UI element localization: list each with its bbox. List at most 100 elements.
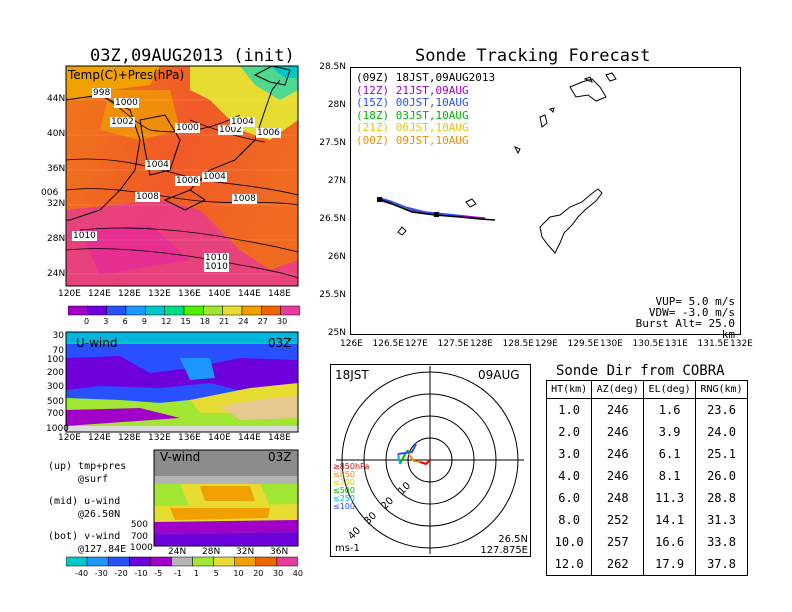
colorbar-label: 21 (219, 317, 230, 326)
hodograph-frame (330, 364, 531, 557)
lon-label: 128E (118, 289, 141, 299)
table-cell: 257 (591, 531, 645, 553)
table-row: 6.0 248 11.3 28.8 (545, 487, 748, 509)
lon-label: 144E (238, 289, 261, 299)
isobar-label: 1010 (72, 231, 97, 241)
colorbar-swatch (261, 305, 281, 316)
colorbar-label: -40 (75, 569, 89, 578)
track-map (377, 72, 617, 254)
ring-label: 10 (396, 480, 413, 497)
table-cell: 28.8 (695, 487, 748, 509)
hodo-units: ms-1 (335, 543, 360, 554)
lon-label: 144E (238, 433, 261, 443)
colorbar-swatch (171, 556, 193, 567)
lon-label: 148E (268, 433, 291, 443)
table-cell: 6.0 (545, 487, 593, 509)
colorbar-label: 12 (161, 317, 172, 326)
isobar-label: 1010 (204, 253, 229, 263)
table-row: 4.0 246 8.1 26.0 (545, 465, 748, 487)
table-cell: 12.0 (545, 553, 593, 576)
track-legend-item: (12Z) 21JST,09AUG (356, 83, 469, 97)
table-cell: 24.0 (695, 421, 748, 443)
colorbar-label: 3 (103, 317, 109, 326)
lon-label: 132E (148, 289, 171, 299)
direction-table: HT(km) AZ(deg) EL(deg) RNG(km) 1.0 246 1.6 23.6… (545, 380, 748, 576)
table-cell: 262 (591, 553, 645, 576)
lon-label: 130E (600, 339, 623, 349)
pressure-legend-item: ≤100 (333, 502, 355, 511)
pressure-label: 1000 (130, 543, 153, 553)
colorbar-swatch (66, 556, 88, 567)
lon-label: 130.5E (632, 339, 664, 349)
lon-label: 132E (148, 433, 171, 443)
lon-label: 140E (208, 433, 231, 443)
table-row: 10.0 257 16.6 33.8 (545, 531, 748, 553)
colorbar-swatch (129, 556, 151, 567)
colorbar-swatch (255, 556, 278, 567)
lon-label: 126.5E (372, 339, 404, 349)
pressure-label: 200 (46, 368, 64, 378)
colorbar-swatch (125, 305, 146, 316)
colorbar-label: 10 (233, 569, 244, 578)
ring-label: 20 (379, 495, 396, 512)
table-cell: 17.9 (643, 553, 697, 576)
table-cell: 31.3 (695, 509, 748, 531)
table-cell: 37.8 (695, 553, 748, 576)
table-cell: 23.6 (695, 398, 748, 421)
pressure-label: 500 (46, 397, 64, 407)
lat-label: 32N (236, 547, 255, 557)
track-title: Sonde Tracking Forecast (415, 46, 651, 66)
table-cell: 246 (591, 398, 645, 421)
track-legend-item: (09Z) 18JST,09AUG2013 (356, 71, 496, 84)
table-cell: 26.0 (695, 465, 748, 487)
track-legend-item: (21Z) 06JST,10AUG (356, 121, 469, 134)
lon-label: 131E (665, 339, 688, 349)
colorbar-label: -20 (114, 569, 128, 578)
lat-label: 28N (47, 234, 66, 244)
lon-label: 120E (58, 433, 81, 443)
table-header: HT(km) (545, 380, 593, 399)
pressure-label: 500 (130, 520, 148, 530)
table-cell: 1.0 (545, 398, 593, 421)
isobar-label: 1010 (204, 262, 229, 272)
isobar-label: 998 (92, 88, 112, 98)
isobar-label: 1008 (232, 194, 257, 204)
table-cell: 2.0 (545, 421, 593, 443)
table-cell: 8.0 (545, 509, 593, 531)
table-cell: 1.6 (643, 398, 697, 421)
isobar-label: 006 (40, 188, 60, 198)
table-row: 1.0 246 1.6 23.6 (545, 398, 748, 421)
lat-label: 40N (47, 129, 66, 139)
pressure-label: 70 (52, 346, 64, 356)
panel-legend: (up) tmp+pres @surf (mid) u-wind @26.50N… (48, 461, 127, 555)
u-wind-time: 03Z (268, 336, 292, 350)
lat-label: 27.5N (319, 138, 346, 148)
pressure-legend-item: ≤700 (333, 478, 355, 487)
hodo-date: 09AUG (478, 368, 520, 382)
lat-label: 25.5N (319, 290, 346, 300)
colorbar-swatch (192, 556, 214, 567)
table-cell: 246 (591, 443, 645, 465)
u-wind-label: U-wind (76, 336, 118, 350)
pressure-legend-item: ≥850hPa (333, 462, 370, 471)
table-cell: 10.0 (545, 531, 593, 553)
colorbar-swatch (183, 305, 204, 316)
pressure-legend: ≥850hPa ≤850 ≤700 ≤500 ≤250 ≤100 (333, 463, 369, 511)
track-legend-item: (18Z) 03JST,10AUG (356, 108, 469, 122)
pressure-label: 100 (46, 355, 64, 365)
colorbar-swatch (280, 305, 300, 316)
colorbar-label: 30 (277, 317, 288, 326)
track-map-frame (350, 67, 741, 335)
lat-label: 26.5N (319, 214, 346, 224)
lon-label: 129E (535, 339, 558, 349)
lat-label: 28N (202, 547, 221, 557)
lat-label: 24N (168, 547, 187, 557)
table-cell: 246 (591, 421, 645, 443)
lon-label: 124E (88, 433, 111, 443)
colorbar-swatch (87, 305, 107, 316)
lon-label: 127E (405, 339, 428, 349)
colorbar-label: 18 (199, 317, 210, 326)
table-row: 2.0 246 3.9 24.0 (545, 421, 748, 443)
table-cell: 3.0 (545, 443, 593, 465)
